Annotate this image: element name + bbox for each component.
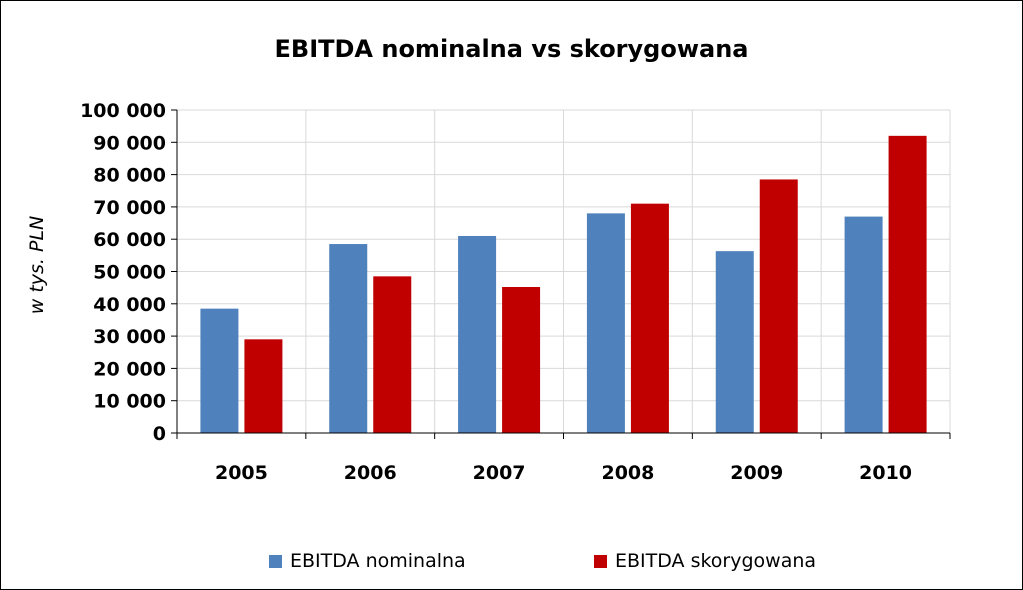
- y-tick-label: 0: [153, 423, 166, 445]
- bar-nominalna-2008: [586, 213, 625, 433]
- bar-nominalna-2010: [844, 216, 883, 433]
- bar-skorygowana-2006: [373, 276, 412, 433]
- x-tick-label: 2005: [215, 462, 268, 484]
- y-tick-label: 60 000: [93, 229, 166, 251]
- bar-nominalna-2007: [458, 235, 497, 433]
- y-tick-label: 100 000: [80, 100, 166, 122]
- y-tick-label: 10 000: [93, 391, 166, 413]
- x-tick-label: 2008: [601, 462, 654, 484]
- bar-skorygowana-2010: [888, 135, 927, 433]
- y-tick-label: 40 000: [93, 294, 166, 316]
- y-tick-label: 70 000: [93, 197, 166, 219]
- legend-item-nominalna: EBITDA nominalna: [269, 548, 466, 574]
- chart-title: EBITDA nominalna vs skorygowana: [274, 35, 749, 63]
- legend-swatch-nominalna: [269, 554, 282, 568]
- legend-item-skorygowana: EBITDA skorygowana: [594, 548, 816, 574]
- x-tick-label: 2009: [730, 462, 783, 484]
- y-tick-label: 80 000: [93, 165, 166, 187]
- y-tick-label: 30 000: [93, 326, 166, 348]
- bar-nominalna-2006: [329, 244, 368, 433]
- bar-skorygowana-2005: [244, 339, 283, 433]
- bar-nominalna-2009: [715, 251, 754, 433]
- bar-skorygowana-2009: [759, 179, 798, 433]
- bar-skorygowana-2007: [502, 287, 541, 433]
- legend-label-nominalna: EBITDA nominalna: [290, 550, 466, 572]
- bar-skorygowana-2008: [630, 203, 669, 433]
- x-tick-label: 2007: [473, 462, 526, 484]
- bar-nominalna-2005: [200, 308, 239, 433]
- y-tick-label: 20 000: [93, 358, 166, 380]
- x-tick-label: 2010: [859, 462, 912, 484]
- legend-swatch-skorygowana: [594, 554, 607, 568]
- y-tick-label: 50 000: [93, 262, 166, 284]
- legend-label-skorygowana: EBITDA skorygowana: [615, 550, 817, 572]
- y-tick-label: 90 000: [93, 132, 166, 154]
- x-tick-label: 2006: [344, 462, 397, 484]
